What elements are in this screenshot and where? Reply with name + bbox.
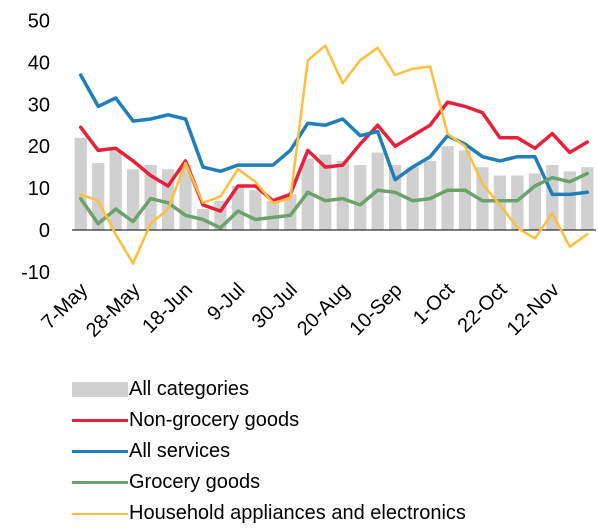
bar	[92, 162, 105, 230]
legend-label-all-categories: All categories	[129, 378, 250, 400]
legend-label-non-grocery-goods: Non-grocery goods	[129, 409, 300, 431]
bar	[354, 165, 367, 230]
line-series-grocery-goods	[78, 171, 590, 230]
bar	[528, 173, 541, 230]
legend-label-all-services: All services	[129, 440, 231, 462]
legend-item-all-services: All services	[72, 436, 466, 467]
legend-swatch-non-grocery-goods	[72, 418, 128, 423]
legend-label-grocery-goods: Grocery goods	[129, 471, 261, 493]
bar	[546, 165, 559, 230]
x-tick-label: 12-Nov	[503, 279, 564, 340]
bar	[74, 137, 87, 230]
x-tick-label: 18-Jun	[138, 279, 197, 338]
bar	[493, 175, 507, 230]
legend-item-grocery-goods: Grocery goods	[72, 467, 466, 498]
bar	[476, 167, 489, 230]
bar	[581, 167, 594, 230]
legend-swatch-grocery-goods	[72, 480, 128, 485]
y-tick-label: 40	[28, 52, 50, 74]
bar	[319, 154, 332, 230]
x-tick-label: 22-Oct	[453, 279, 511, 337]
bar	[563, 171, 576, 230]
legend: All categories Non-grocery goods All ser…	[72, 374, 466, 529]
legend-swatch-all-services	[72, 449, 128, 454]
y-tick-label: -10	[21, 262, 50, 284]
bar	[231, 186, 245, 230]
bar	[423, 160, 437, 230]
x-tick-label: 28-May	[82, 279, 145, 342]
bar	[336, 160, 349, 230]
legend-item-non-grocery-goods: Non-grocery goods	[72, 405, 466, 436]
legend-label-household-appliances: Household appliances and electronics	[129, 502, 466, 524]
bar	[249, 190, 262, 230]
y-tick-label: 50	[28, 11, 50, 33]
legend-swatch-household-appliances	[72, 512, 128, 515]
x-tick-label: 10-Sep	[346, 279, 407, 340]
bar	[441, 146, 454, 230]
legend-item-all-categories: All categories	[72, 374, 466, 405]
y-tick-label: 20	[28, 136, 50, 158]
bar	[389, 165, 402, 230]
bar	[406, 167, 419, 230]
bar	[284, 194, 297, 230]
bar	[511, 175, 524, 230]
line-series-household-appliances-and-electronics	[79, 44, 589, 265]
legend-item-household-appliances: Household appliances and electronics	[72, 498, 466, 529]
bar	[109, 150, 122, 230]
y-tick-label: 30	[28, 94, 50, 116]
x-tick-label: 1-Oct	[409, 279, 459, 329]
line-series-all-services	[78, 73, 590, 197]
y-tick-label: 10	[28, 178, 50, 200]
legend-swatch-all-categories	[72, 382, 128, 397]
line-series-non-grocery-goods	[78, 100, 590, 213]
bar	[266, 200, 279, 230]
y-tick-label: 0	[39, 220, 50, 242]
x-tick-label: 20-Aug	[293, 279, 354, 340]
x-tick-label: 9-Jul	[203, 279, 249, 325]
bar-series-all-categories	[74, 137, 594, 230]
